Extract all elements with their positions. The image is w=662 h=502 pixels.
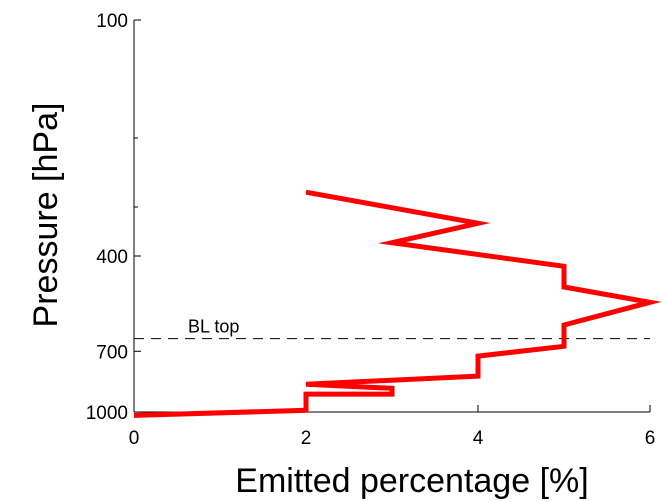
y-axis-label: Pressure [hPa]	[27, 103, 65, 328]
y-tick-label: 1000	[86, 403, 128, 424]
y-tick-label: 400	[96, 247, 128, 268]
x-tick-label: 2	[301, 428, 312, 449]
x-tick-label: 0	[129, 428, 140, 449]
y-ticks: 100 400 700 1000	[86, 11, 141, 424]
series-line	[133, 189, 662, 418]
bl-top-label: BL top	[188, 317, 239, 337]
y-tick-label: 100	[96, 11, 128, 32]
x-tick-label: 6	[645, 428, 656, 449]
x-tick-label: 4	[473, 428, 484, 449]
reference-lines: BL top	[134, 317, 650, 340]
series-group	[133, 189, 662, 418]
x-axis-label: Emitted percentage [%]	[235, 462, 588, 500]
y-tick-label: 700	[96, 342, 128, 363]
axes	[133, 20, 650, 413]
